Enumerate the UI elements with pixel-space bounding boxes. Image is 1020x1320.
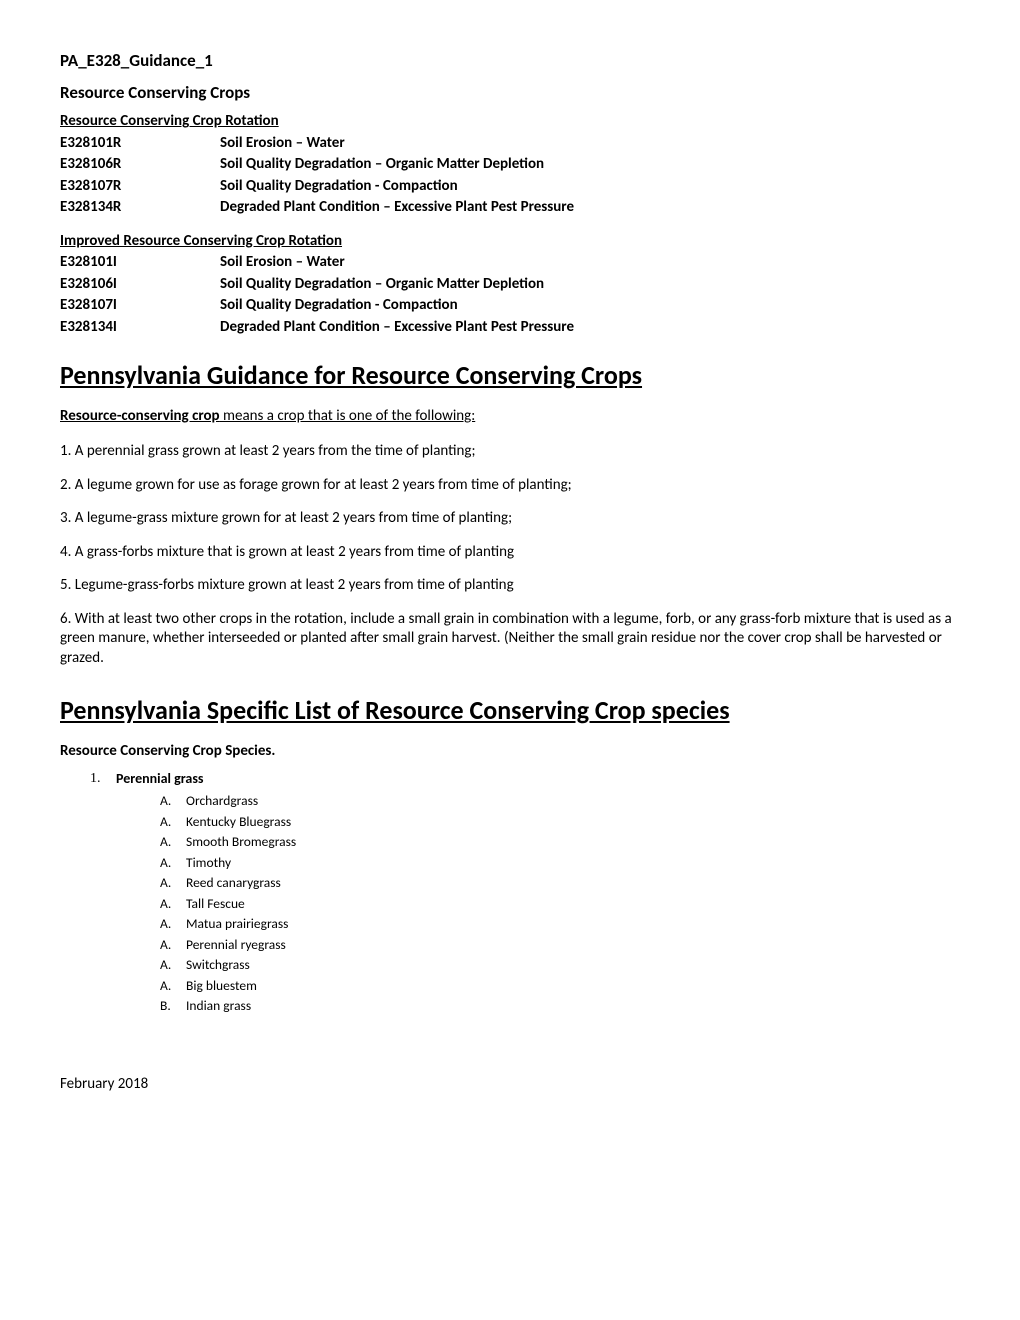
document-subtitle: Resource Conserving Crops (60, 82, 960, 104)
list-item-text: Smooth Bromegrass (186, 833, 296, 851)
code-description: Soil Quality Degradation - Compaction (220, 177, 458, 197)
list-item-marker: A. (160, 874, 186, 892)
numbered-item: 1. A perennial grass grown at least 2 ye… (60, 442, 960, 462)
list-item-marker: A. (160, 936, 186, 954)
code-value: E328134R (60, 198, 220, 218)
section-2-rows: E328101ISoil Erosion – WaterE328106ISoil… (60, 253, 960, 337)
list-item-marker: A. (160, 915, 186, 933)
code-value: E328101R (60, 134, 220, 154)
code-description: Soil Erosion – Water (220, 134, 345, 154)
list-1-label: Perennial grass (116, 770, 204, 788)
code-description: Soil Quality Degradation – Organic Matte… (220, 275, 544, 295)
list-1-marker: 1. (90, 770, 116, 788)
list-item-marker: A. (160, 956, 186, 974)
numbered-item: 4. A grass-forbs mixture that is grown a… (60, 543, 960, 563)
list-item-text: Reed canarygrass (186, 874, 281, 892)
list-item-text: Orchardgrass (186, 792, 258, 810)
code-value: E328107I (60, 296, 220, 316)
list-item-marker: A. (160, 854, 186, 872)
list-item: A.Matua prairiegrass (160, 915, 960, 933)
list-item-marker: A. (160, 792, 186, 810)
list-item-marker: A. (160, 895, 186, 913)
numbered-item-6: 6. With at least two other crops in the … (60, 610, 960, 669)
list-item-text: Kentucky Bluegrass (186, 813, 291, 831)
list-item-text: Tall Fescue (186, 895, 245, 913)
list-item: A.Switchgrass (160, 956, 960, 974)
footer-date: February 2018 (60, 1075, 960, 1095)
list-item-text: Indian grass (186, 997, 251, 1015)
numbered-item: 2. A legume grown for use as forage grow… (60, 476, 960, 496)
item6-prefix: 6. (60, 610, 75, 628)
list-item: A.Big bluestem (160, 977, 960, 995)
list-item-text: Big bluestem (186, 977, 257, 995)
list-level-2-items: A.OrchardgrassA.Kentucky BluegrassA.Smoo… (60, 792, 960, 1015)
code-value: E328106I (60, 275, 220, 295)
item6-underline: With at least two other crops in the rot… (75, 610, 343, 628)
main-heading-species: Pennsylvania Specific List of Resource C… (60, 694, 960, 728)
code-description: Degraded Plant Condition – Excessive Pla… (220, 318, 574, 338)
list-item: A.Reed canarygrass (160, 874, 960, 892)
numbered-items: 1. A perennial grass grown at least 2 ye… (60, 442, 960, 596)
code-value: E328101I (60, 253, 220, 273)
code-value: E328107R (60, 177, 220, 197)
list-item-marker: A. (160, 977, 186, 995)
list-item: A.Kentucky Bluegrass (160, 813, 960, 831)
document-title: PA_E328_Guidance_1 (60, 50, 960, 72)
list-item: B.Indian grass (160, 997, 960, 1015)
list-item-marker: B. (160, 997, 186, 1015)
code-description: Soil Erosion – Water (220, 253, 345, 273)
code-value: E328106R (60, 155, 220, 175)
code-row: E328107ISoil Quality Degradation - Compa… (60, 296, 960, 316)
list-level-1: 1. Perennial grass (90, 770, 960, 788)
numbered-item: 5. Legume-grass-forbs mixture grown at l… (60, 576, 960, 596)
list-item-marker: A. (160, 813, 186, 831)
list-item-text: Perennial ryegrass (186, 936, 286, 954)
main-heading-guidance: Pennsylvania Guidance for Resource Conse… (60, 359, 960, 393)
list-item-text: Timothy (186, 854, 231, 872)
list-item: A.Smooth Bromegrass (160, 833, 960, 851)
list-item-marker: A. (160, 833, 186, 851)
code-row: E328134RDegraded Plant Condition – Exces… (60, 198, 960, 218)
list-item: A.Tall Fescue (160, 895, 960, 913)
definition-rest: means a crop that is one of the followin… (220, 407, 476, 425)
code-description: Degraded Plant Condition – Excessive Pla… (220, 198, 574, 218)
code-description: Soil Quality Degradation - Compaction (220, 296, 458, 316)
code-row: E328106ISoil Quality Degradation – Organ… (60, 275, 960, 295)
section-heading-1: Resource Conserving Crop Rotation (60, 112, 960, 132)
code-row: E328106RSoil Quality Degradation – Organ… (60, 155, 960, 175)
section-heading-2: Improved Resource Conserving Crop Rotati… (60, 232, 960, 252)
code-row: E328107RSoil Quality Degradation - Compa… (60, 177, 960, 197)
definition-line: Resource-conserving crop means a crop th… (60, 407, 960, 427)
list-item-text: Switchgrass (186, 956, 250, 974)
code-description: Soil Quality Degradation – Organic Matte… (220, 155, 544, 175)
list-item: A.Orchardgrass (160, 792, 960, 810)
species-subheading: Resource Conserving Crop Species. (60, 742, 960, 762)
section-1-rows: E328101RSoil Erosion – WaterE328106RSoil… (60, 134, 960, 218)
list-item: A.Timothy (160, 854, 960, 872)
list-item-text: Matua prairiegrass (186, 915, 288, 933)
definition-term: Resource-conserving crop (60, 407, 220, 425)
code-row: E328101ISoil Erosion – Water (60, 253, 960, 273)
code-value: E328134I (60, 318, 220, 338)
list-item: A.Perennial ryegrass (160, 936, 960, 954)
code-row: E328134IDegraded Plant Condition – Exces… (60, 318, 960, 338)
numbered-item: 3. A legume-grass mixture grown for at l… (60, 509, 960, 529)
code-row: E328101RSoil Erosion – Water (60, 134, 960, 154)
